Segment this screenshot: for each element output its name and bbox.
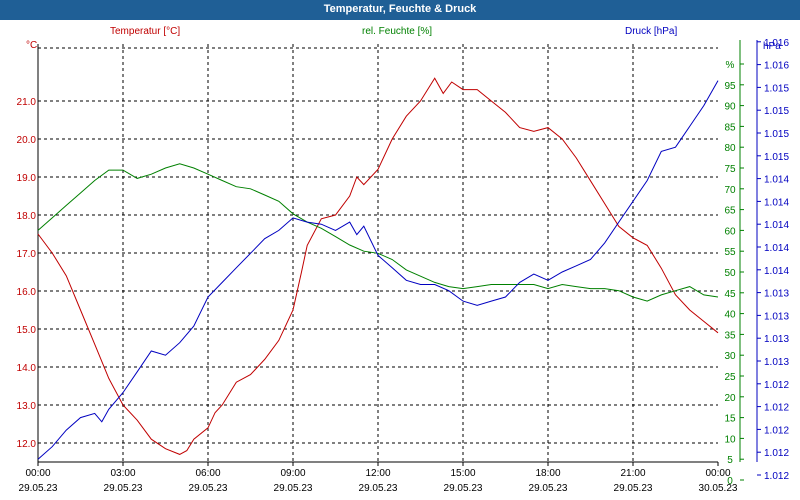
pressure-tick-label: 1.016 (764, 38, 789, 49)
temperature-tick-label: 12.0 (17, 439, 37, 450)
x-tick-label-time: 12:00 (365, 468, 390, 479)
pressure-unit-label: hPa (763, 41, 781, 52)
pressure-tick-label: 1.013 (764, 289, 789, 300)
pressure-tick-label: 1.012 (764, 380, 789, 391)
humidity-tick-label: 35 (724, 330, 736, 341)
x-tick-label-time: 00:00 (705, 468, 730, 479)
humidity-tick-label: 0 (727, 476, 733, 487)
x-tick-label-date: 29.05.23 (104, 483, 143, 494)
humidity-tick-label: 70 (724, 185, 736, 196)
x-tick-label-date: 30.05.23 (699, 483, 738, 494)
pressure-series-line (37, 80, 719, 460)
temperature-tick-label: 17.0 (17, 249, 37, 260)
pressure-tick-label: 1.012 (764, 403, 789, 414)
humidity-axis-title: rel. Feuchte [%] (362, 26, 432, 37)
humidity-tick-label: 15 (724, 414, 736, 425)
pressure-tick-label: 1.014 (764, 197, 789, 208)
humidity-tick-label: 30 (724, 351, 736, 362)
temperature-tick-label: 14.0 (17, 363, 37, 374)
temperature-series-line (37, 77, 719, 455)
pressure-tick-label: 1.012 (764, 471, 789, 482)
humidity-tick-label: 45 (724, 289, 736, 300)
series (37, 77, 719, 460)
temperature-unit-label: °C (26, 40, 37, 51)
humidity-tick-label: 25 (724, 372, 736, 383)
x-tick-label-time: 03:00 (110, 468, 135, 479)
humidity-tick-label: 75 (724, 164, 736, 175)
pressure-tick-label: 1.014 (764, 243, 789, 254)
x-tick-label-date: 29.05.23 (274, 483, 313, 494)
pressure-tick-label: 1.014 (764, 175, 789, 186)
x-tick-label-time: 00:00 (25, 468, 50, 479)
x-tick-label-time: 21:00 (620, 468, 645, 479)
pressure-tick-label: 1.015 (764, 152, 789, 163)
temperature-tick-label: 16.0 (17, 287, 37, 298)
pressure-tick-label: 1.012 (764, 425, 789, 436)
x-tick-label-time: 18:00 (535, 468, 560, 479)
temperature-tick-label: 19.0 (17, 173, 37, 184)
x-tick-label-date: 29.05.23 (19, 483, 58, 494)
temperature-tick-label: 20.0 (17, 135, 37, 146)
x-tick-label-date: 29.05.23 (614, 483, 653, 494)
temperature-axis-title: Temperatur [°C] (110, 26, 180, 37)
humidity-tick-label: 65 (724, 206, 736, 217)
x-tick-label-time: 15:00 (450, 468, 475, 479)
humidity-tick-label: 60 (724, 226, 736, 237)
temperature-tick-label: 18.0 (17, 211, 37, 222)
chart-title: Temperatur, Feuchte & Druck (0, 0, 800, 20)
pressure-tick-label: 1.015 (764, 83, 789, 94)
pressure-tick-label: 1.013 (764, 311, 789, 322)
humidity-tick-label: 80 (724, 143, 736, 154)
humidity-tick-label: 40 (724, 310, 736, 321)
x-tick-label-time: 06:00 (195, 468, 220, 479)
pressure-tick-label: 1.016 (764, 61, 789, 72)
pressure-tick-label: 1.013 (764, 357, 789, 368)
x-tick-label-date: 29.05.23 (189, 483, 228, 494)
tick-labels: 00:00 29.05.23 03:00 29.05.23 06:00 29.05.23 0… (17, 38, 790, 494)
pressure-tick-label: 1.014 (764, 220, 789, 231)
humidity-tick-label: 20 (724, 393, 736, 404)
temperature-tick-label: 21.0 (17, 97, 37, 108)
grid (37, 41, 761, 481)
pressure-tick-label: 1.015 (764, 106, 789, 117)
humidity-tick-label: 95 (724, 81, 736, 92)
temperature-tick-label: 13.0 (17, 401, 37, 412)
pressure-tick-label: 1.015 (764, 129, 789, 140)
pressure-tick-label: 1.014 (764, 266, 789, 277)
humidity-tick-label: 85 (724, 122, 736, 133)
humidity-tick-label: 55 (724, 247, 736, 258)
pressure-tick-label: 1.012 (764, 448, 789, 459)
x-tick-label-date: 29.05.23 (529, 483, 568, 494)
pressure-axis-title: Druck [hPa] (625, 26, 677, 37)
humidity-tick-label: % (726, 60, 735, 71)
humidity-tick-label: 90 (724, 102, 736, 113)
temperature-tick-label: 15.0 (17, 325, 37, 336)
pressure-tick-label: 1.013 (764, 334, 789, 345)
x-tick-label-time: 09:00 (280, 468, 305, 479)
humidity-tick-label: 50 (724, 268, 736, 279)
line-chart: °C Temperatur [°C] rel. Feuchte [%] Druc… (17, 26, 790, 494)
humidity-series-line (37, 163, 719, 302)
x-tick-label-date: 29.05.23 (359, 483, 398, 494)
humidity-tick-label: 5 (727, 455, 733, 466)
x-tick-label-date: 29.05.23 (444, 483, 483, 494)
humidity-tick-label: 10 (724, 434, 736, 445)
